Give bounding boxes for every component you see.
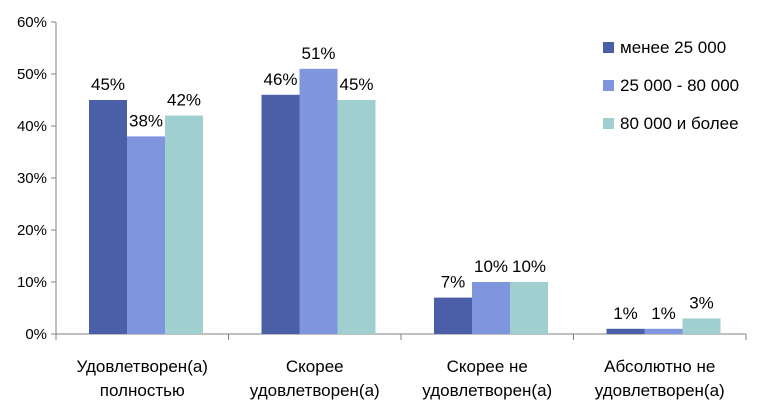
bar <box>127 136 165 334</box>
category-label: удовлетворен(а) <box>250 381 380 400</box>
data-label: 10% <box>512 257 546 276</box>
category-labels: Удовлетворен(а) полностью Скорее удовлетвор… <box>77 357 725 400</box>
category-label: Скорее не <box>447 357 528 376</box>
category-label: Удовлетворен(а) <box>77 357 208 376</box>
data-label: 42% <box>167 91 201 110</box>
bar <box>472 282 510 334</box>
bar <box>261 94 300 334</box>
data-label: 1% <box>651 304 676 323</box>
y-tick-label: 60% <box>17 14 47 31</box>
legend-label: менее 25 000 <box>620 38 726 57</box>
bar <box>644 328 683 334</box>
legend-label: 80 000 и более <box>620 114 739 133</box>
category-label: полностью <box>100 381 185 400</box>
data-label: 38% <box>129 111 163 130</box>
data-label: 10% <box>474 257 508 276</box>
y-axis-ticks: 0% 10% 20% 30% 40% 50% 60% <box>17 14 56 343</box>
data-label: 45% <box>339 75 373 94</box>
bar <box>510 282 548 334</box>
bar <box>606 328 645 334</box>
legend-swatch <box>603 118 614 129</box>
bar <box>434 297 472 334</box>
legend-swatch <box>603 80 614 91</box>
bar <box>299 68 338 335</box>
data-label: 1% <box>613 304 638 323</box>
data-label: 51% <box>301 44 335 63</box>
y-tick-label: 40% <box>17 118 47 135</box>
data-label: 7% <box>441 273 466 292</box>
bar <box>165 115 203 334</box>
data-label: 46% <box>263 70 297 89</box>
bar <box>337 100 376 334</box>
data-labels: 45% 46% 7% 1% 38% 51% 10% 1% 42% 45% 10% 3% <box>91 44 714 323</box>
y-tick-label: 10% <box>17 274 47 291</box>
y-tick-label: 20% <box>17 222 47 239</box>
category-label: удовлетворен(а) <box>595 381 725 400</box>
category-label: Скорее <box>286 357 344 376</box>
y-tick-label: 50% <box>17 66 47 83</box>
legend-label: 25 000 - 80 000 <box>620 76 739 95</box>
y-tick-label: 0% <box>25 326 47 343</box>
category-label: удовлетворен(а) <box>422 381 552 400</box>
data-label: 3% <box>689 293 714 312</box>
x-axis-ticks <box>55 334 747 340</box>
bars <box>89 68 721 335</box>
bar <box>89 100 127 334</box>
category-label: Абсолютно не <box>604 357 715 376</box>
y-tick-label: 30% <box>17 170 47 187</box>
bar <box>682 318 721 334</box>
legend: менее 25 000 25 000 - 80 000 80 000 и боле… <box>603 38 739 133</box>
legend-swatch <box>603 42 614 53</box>
data-label: 45% <box>91 75 125 94</box>
